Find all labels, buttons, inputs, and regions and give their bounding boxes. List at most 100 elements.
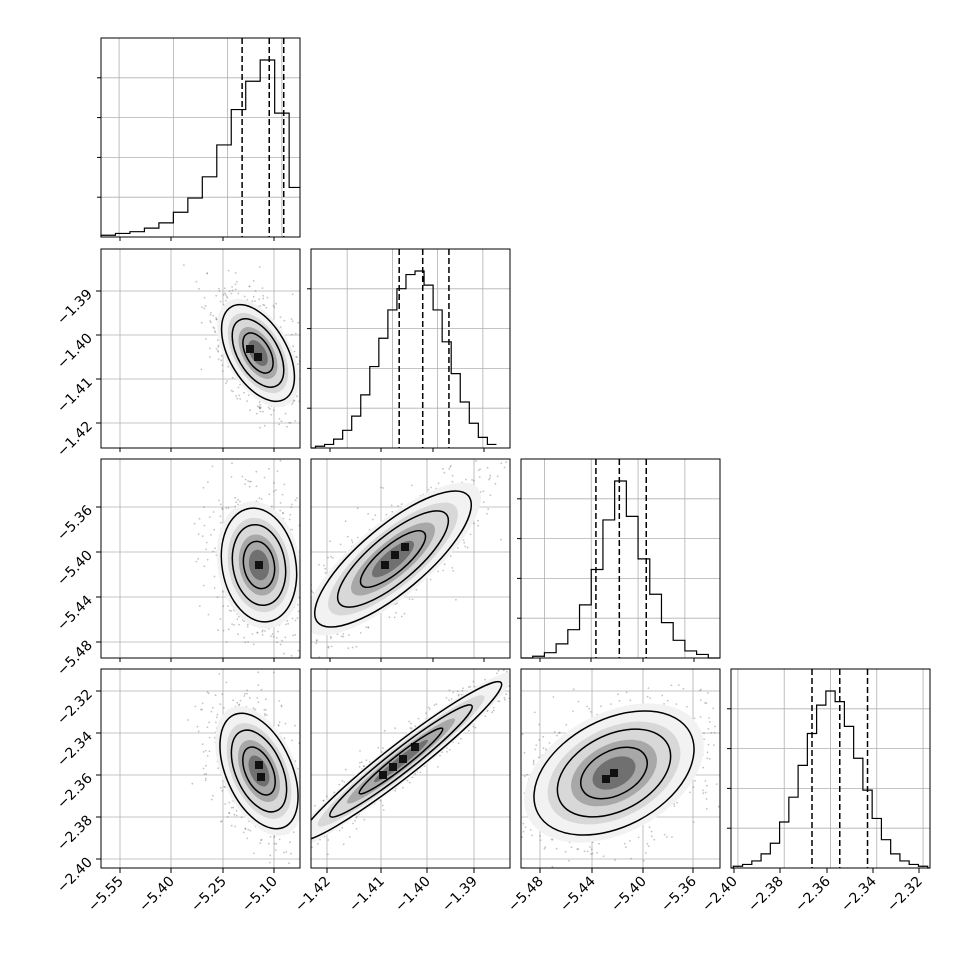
scatter-point: [312, 560, 314, 562]
scatter-point: [246, 689, 249, 692]
scatter-point: [209, 356, 211, 358]
scatter-point: [287, 644, 289, 646]
scatter-point: [503, 654, 505, 656]
scatter-point: [449, 555, 452, 558]
scatter-point: [309, 593, 311, 595]
scatter-point: [203, 506, 206, 508]
scatter-point: [246, 299, 249, 301]
scatter-point: [212, 314, 215, 317]
scatter-point: [215, 318, 218, 321]
histogram-bin: [603, 520, 615, 658]
scatter-point: [292, 345, 295, 348]
scatter-point: [217, 349, 219, 352]
scatter-point: [270, 635, 272, 638]
scatter-point: [346, 535, 349, 538]
scatter-point: [217, 350, 220, 353]
scatter-point: [325, 536, 327, 538]
scatter-point: [307, 587, 309, 589]
scatter-point: [327, 646, 330, 649]
scatter-point: [296, 617, 299, 619]
scatter-point: [452, 691, 455, 694]
scatter-point: [283, 851, 285, 854]
scatter-point: [253, 852, 255, 855]
scatter-point: [224, 803, 227, 805]
scatter-point: [287, 622, 290, 625]
scatter-point: [227, 605, 230, 607]
scatter-point: [301, 587, 303, 589]
scatter-point: [647, 845, 650, 847]
scatter-point: [521, 650, 523, 652]
histogram-bin: [661, 623, 673, 658]
scatter-point: [244, 641, 247, 644]
scatter-point: [503, 466, 506, 469]
scatter-point: [211, 465, 214, 468]
scatter-point: [294, 499, 297, 502]
scatter-point: [207, 613, 210, 616]
scatter-point: [268, 493, 271, 496]
histogram-bin: [130, 232, 144, 237]
scatter-point: [286, 619, 289, 622]
scatter-point: [541, 868, 543, 870]
histogram-bin: [442, 342, 451, 448]
scatter-point: [385, 513, 388, 516]
scatter-point: [252, 707, 255, 710]
scatter-point: [195, 560, 198, 563]
scatter-point: [338, 865, 340, 867]
scatter-point: [197, 533, 200, 536]
scatter-point: [456, 547, 459, 549]
histogram-bin: [460, 402, 469, 448]
scatter-point: [256, 631, 259, 634]
scatter-point: [225, 641, 228, 643]
scatter-point: [327, 556, 329, 559]
scatter-point: [219, 515, 222, 518]
scatter-point: [291, 403, 293, 405]
scatter-point: [360, 761, 363, 764]
scatter-point: [348, 634, 350, 636]
scatter-point: [489, 841, 491, 843]
scatter-point: [492, 706, 495, 709]
scatter-point: [252, 280, 255, 282]
scatter-point: [352, 822, 354, 825]
scatter-point: [489, 477, 491, 479]
scatter-point: [534, 748, 537, 751]
scatter-point: [429, 578, 432, 581]
scatter-point: [516, 666, 518, 668]
scatter-point: [411, 776, 414, 779]
panel-frame: [100, 668, 301, 869]
scatter-point: [269, 836, 272, 838]
scatter-point: [477, 519, 479, 522]
scatter-point: [307, 822, 309, 824]
scatter-point: [257, 684, 260, 686]
scatter-point: [330, 637, 332, 639]
scatter-point: [342, 635, 345, 638]
scatter-point: [637, 836, 640, 839]
scatter-point: [341, 780, 344, 782]
scatter-point: [313, 536, 315, 538]
scatter-point: [264, 714, 266, 717]
histogram-bin: [217, 145, 231, 237]
scatter-point: [198, 287, 200, 290]
scatter-point: [217, 345, 220, 348]
scatter-point: [428, 708, 431, 710]
scatter-point: [218, 673, 221, 675]
scatter-point: [247, 645, 249, 647]
scatter-point: [204, 749, 207, 752]
scatter-point: [217, 339, 219, 342]
scatter-point: [306, 810, 308, 812]
scatter-point: [515, 482, 517, 484]
scatter-point: [491, 711, 494, 714]
scatter-point: [200, 708, 202, 711]
scatter-point: [279, 502, 282, 504]
scatter-point: [214, 331, 217, 334]
scatter-point: [248, 480, 251, 483]
scatter-point: [329, 540, 331, 543]
scatter-point: [276, 470, 279, 472]
scatter-point: [327, 839, 330, 841]
scatter-point: [272, 409, 275, 412]
scatter-point: [347, 647, 350, 650]
scatter-point: [288, 518, 291, 521]
scatter-point: [352, 833, 354, 835]
scatter-panel-4-2: [310, 650, 523, 869]
scatter-point: [291, 503, 293, 506]
scatter-point: [265, 698, 267, 701]
